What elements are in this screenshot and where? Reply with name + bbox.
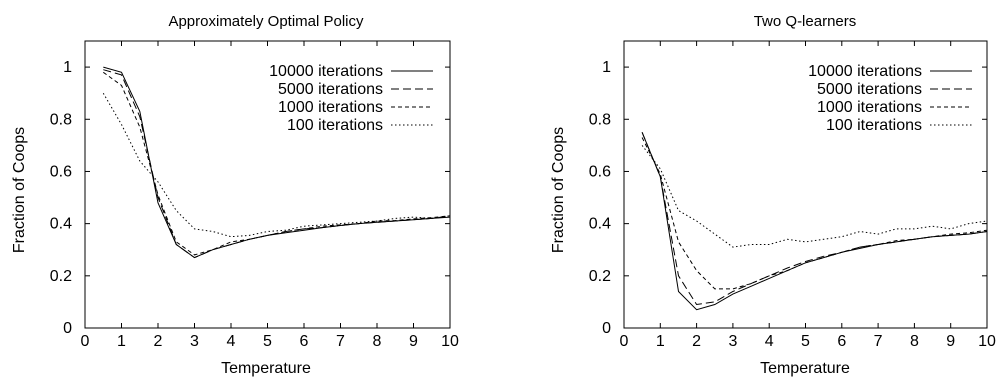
left-chart-y-tick-label: 0 (63, 320, 72, 337)
left-chart-series-line-4 (102, 92, 451, 238)
left-chart-x-tick-label: 7 (336, 333, 345, 350)
right-chart-x-tick-label: 8 (910, 333, 919, 350)
left-chart-series-lines (102, 66, 451, 259)
left-chart-title: Approximately Optimal Policy (168, 13, 364, 30)
right-chart-x-tick-label: 7 (874, 333, 883, 350)
left-chart-panel: Approximately Optimal Policy Fraction of… (11, 13, 459, 377)
left-chart-series-line-3 (103, 71, 451, 256)
right-chart-y-axis-label: Fraction of Coops (550, 127, 567, 253)
right-chart-x-tick-label: 5 (801, 333, 810, 350)
right-chart-legend-label-1: 10000 iterations (808, 63, 922, 80)
right-chart-x-axis-label: Temperature (760, 360, 850, 377)
right-chart-x-tick-label: 0 (620, 333, 629, 350)
left-chart-legend-label-4: 100 iterations (287, 117, 383, 134)
left-chart-x-tick-label: 8 (373, 333, 382, 350)
right-chart-tick-labels: 0 1 2 3 4 5 6 7 8 9 10 0 0.2 0.4 0.6 0.8 1 (589, 59, 996, 350)
right-chart-x-tick-label: 1 (656, 333, 665, 350)
right-chart-y-tick-label: 0 (602, 320, 611, 337)
left-chart-y-tick-label: 0.6 (50, 163, 72, 180)
left-chart-x-tick-label: 9 (409, 333, 418, 350)
left-chart-y-tick-label: 0.2 (50, 268, 72, 285)
left-chart-legend-label-1: 10000 iterations (269, 63, 383, 80)
right-chart-legend-label-2: 5000 iterations (817, 81, 922, 98)
right-chart-legend-label-3: 1000 iterations (817, 99, 922, 116)
right-chart-panel: Two Q-learners Fraction of Coops Tempera… (550, 13, 996, 377)
left-chart-x-tick-label: 0 (81, 333, 90, 350)
left-chart-x-tick-label: 10 (441, 333, 459, 350)
left-chart-x-tick-label: 1 (117, 333, 126, 350)
right-chart-y-tick-label: 0.6 (589, 163, 611, 180)
left-chart-x-axis-label: Temperature (221, 360, 311, 377)
left-chart-x-tick-label: 3 (190, 333, 199, 350)
right-chart-series-line-1 (641, 132, 988, 311)
right-chart-ticks (623, 41, 988, 329)
right-chart-x-tick-label: 2 (692, 333, 701, 350)
right-chart-y-tick-label: 1 (602, 59, 611, 76)
left-chart-y-tick-label: 0.4 (50, 216, 72, 233)
left-chart-tick-labels: 0 1 2 3 4 5 6 7 8 9 10 0 0.2 0.4 0.6 0.8 1 (50, 59, 459, 350)
right-chart-legend-label-4: 100 iterations (826, 117, 922, 134)
left-chart-x-tick-label: 6 (300, 333, 309, 350)
left-chart-legend-label-2: 5000 iterations (278, 81, 383, 98)
right-chart-x-tick-label: 10 (978, 333, 996, 350)
left-chart-y-axis-label: Fraction of Coops (11, 127, 28, 253)
right-chart-x-tick-label: 9 (946, 333, 955, 350)
right-chart-series-line-3 (641, 137, 988, 290)
right-chart-x-tick-label: 3 (728, 333, 737, 350)
right-chart-x-tick-label: 4 (765, 333, 774, 350)
left-chart-x-tick-label: 5 (263, 333, 272, 350)
left-chart-ticks (84, 41, 451, 329)
left-chart-legend-label-3: 1000 iterations (278, 99, 383, 116)
left-chart-x-tick-label: 2 (154, 333, 163, 350)
left-chart-y-tick-label: 1 (63, 59, 72, 76)
left-chart-y-tick-label: 0.8 (50, 111, 72, 128)
right-chart-x-tick-label: 6 (837, 333, 846, 350)
right-chart-title: Two Q-learners (754, 13, 857, 30)
left-chart-series-line-2 (103, 69, 451, 259)
right-chart-y-tick-label: 0.8 (589, 111, 611, 128)
right-chart-plot-frame (623, 40, 988, 329)
right-chart-series-line-4 (641, 145, 988, 248)
right-chart-series-line-2 (641, 132, 988, 306)
left-chart-x-tick-label: 4 (227, 333, 236, 350)
left-chart-plot-frame (84, 40, 451, 329)
right-chart-series-lines (641, 132, 988, 311)
right-chart-y-tick-label: 0.2 (589, 268, 611, 285)
right-chart-y-tick-label: 0.4 (589, 216, 611, 233)
left-chart-series-line-1 (103, 66, 451, 259)
